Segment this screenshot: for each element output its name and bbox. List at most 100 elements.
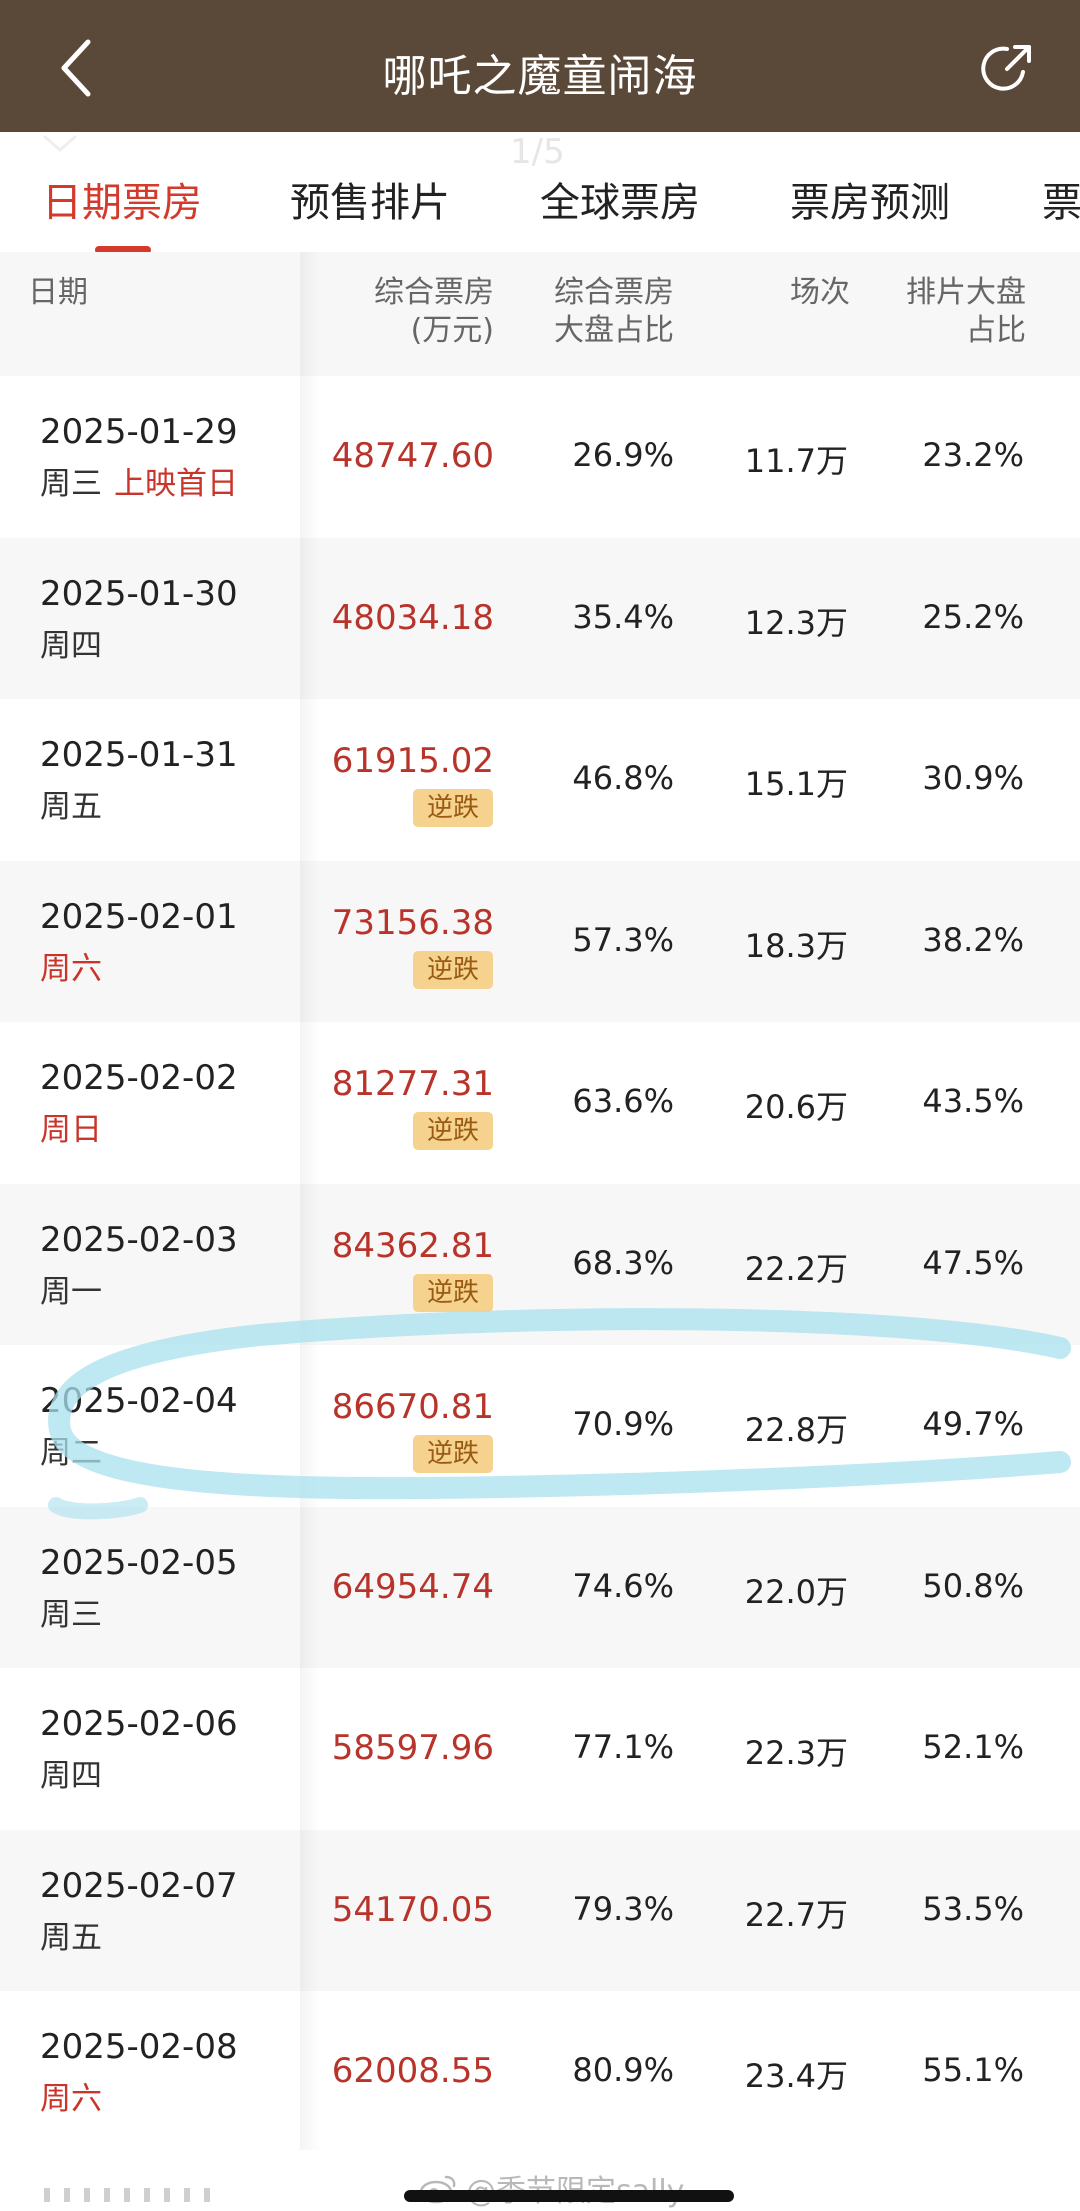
table-row[interactable]: 2025-02-06 周四 58597.96 77.1% 22.3万 52.1% bbox=[0, 1668, 1080, 1830]
table-row[interactable]: 2025-01-29 周三 上映首日 48747.60 26.9% 11.7万 23.2% bbox=[0, 376, 1080, 538]
row-weekday: 周五 bbox=[40, 789, 102, 825]
row-shows: 22.8万 bbox=[744, 1411, 848, 1449]
release-day-note: 上映首日 bbox=[114, 466, 238, 502]
active-tab-indicator bbox=[95, 246, 151, 252]
row-weekday: 周二 bbox=[40, 1435, 102, 1471]
date-cell: 2025-01-29 周三 上映首日 bbox=[0, 376, 300, 538]
table-row[interactable]: 2025-02-02 周日 81277.31 逆跌 63.6% 20.6万 43.5% bbox=[0, 1022, 1080, 1184]
row-box-office: 84362.81 bbox=[331, 1225, 494, 1266]
page-counter: 1/5 bbox=[510, 132, 565, 172]
row-box-share: 74.6% bbox=[572, 1566, 674, 1605]
row-box-office: 48747.60 bbox=[331, 436, 494, 476]
row-date: 2025-02-02 bbox=[40, 1058, 238, 1098]
reverse-rise-badge: 逆跌 bbox=[413, 950, 493, 989]
date-cell: 2025-01-31 周五 bbox=[0, 699, 300, 861]
row-weekday: 周三 上映首日 bbox=[40, 466, 238, 502]
row-date: 2025-02-07 bbox=[40, 1865, 238, 1906]
row-shows: 22.0万 bbox=[744, 1572, 848, 1611]
chevron-left-icon bbox=[61, 39, 91, 97]
table-row[interactable]: 2025-01-31 周五 61915.02 逆跌 46.8% 15.1万 30.9% bbox=[0, 699, 1080, 861]
row-box-office: 54170.05 bbox=[331, 1889, 494, 1930]
header-box-share: 综合票房 大盘占比 bbox=[554, 275, 674, 348]
row-box-share: 26.9% bbox=[572, 436, 674, 474]
date-cell: 2025-02-01 周六 bbox=[0, 860, 300, 1022]
page-title: 哪吒之魔童闹海 bbox=[382, 51, 698, 102]
tab-daily-box-office[interactable]: 日期票房 bbox=[42, 180, 202, 226]
row-box-share: 57.3% bbox=[572, 920, 674, 959]
tab-presale-schedule[interactable]: 预售排片 bbox=[290, 180, 450, 226]
partial-row-glyphs bbox=[44, 2188, 210, 2202]
date-cell: 2025-02-07 周五 bbox=[0, 1829, 300, 1991]
row-box-share: 68.3% bbox=[572, 1243, 674, 1282]
row-schedule-share: 25.2% bbox=[922, 597, 1024, 636]
date-cell: 2025-02-08 周六 bbox=[0, 1991, 300, 2153]
row-shows: 18.3万 bbox=[744, 926, 848, 965]
table-row[interactable]: 2025-02-07 周五 54170.05 79.3% 22.7万 53.5% bbox=[0, 1829, 1080, 1991]
table-row[interactable]: 2025-02-08 周六 62008.55 80.9% 23.4万 55.1% bbox=[0, 1991, 1080, 2153]
table-header: 日期 综合票房 (万元) 综合票房 大盘占比 场次 排片大盘 占比 bbox=[0, 252, 1080, 376]
row-schedule-share: 30.9% bbox=[922, 759, 1024, 797]
box-office-table[interactable]: 日期 综合票房 (万元) 综合票房 大盘占比 场次 排片大盘 占比 2025-0… bbox=[0, 252, 1080, 2211]
watermark: @季节限定sally bbox=[418, 2166, 684, 2210]
row-schedule-share: 47.5% bbox=[922, 1243, 1024, 1282]
row-date: 2025-02-04 bbox=[40, 1381, 238, 1421]
row-box-share: 63.6% bbox=[572, 1082, 674, 1120]
row-shows: 22.7万 bbox=[744, 1895, 848, 1934]
date-cell: 2025-01-30 周四 bbox=[0, 537, 300, 699]
row-shows: 23.4万 bbox=[744, 2057, 848, 2095]
tab-more[interactable]: 票 bbox=[1042, 180, 1080, 226]
table-row[interactable]: 2025-02-04 周二 86670.81 逆跌 70.9% 22.8万 49.7% bbox=[0, 1345, 1080, 1507]
row-date: 2025-02-03 bbox=[40, 1219, 238, 1260]
tab-box-office-forecast[interactable]: 票房预测 bbox=[790, 180, 950, 226]
row-box-share: 79.3% bbox=[572, 1889, 674, 1928]
row-box-office: 61915.02 bbox=[331, 741, 494, 781]
table-row[interactable]: 2025-01-30 周四 48034.18 35.4% 12.3万 25.2% bbox=[0, 537, 1080, 699]
app-header: 哪吒之魔童闹海 bbox=[0, 0, 1080, 132]
share-arrow-icon bbox=[981, 45, 1031, 91]
tab-global-box-office[interactable]: 全球票房 bbox=[540, 180, 700, 226]
header-schedule-share: 排片大盘 占比 bbox=[906, 275, 1026, 348]
row-box-office: 62008.55 bbox=[331, 2051, 494, 2091]
header-shows: 场次 bbox=[790, 275, 850, 310]
tab-bar: 1/5 日期票房 预售排片 全球票房 票房预测 票 bbox=[0, 132, 1080, 252]
table-row[interactable]: 2025-02-01 周六 73156.38 逆跌 57.3% 18.3万 38.2% bbox=[0, 860, 1080, 1022]
ghost-chevron-down-icon bbox=[43, 134, 77, 152]
row-schedule-share: 53.5% bbox=[922, 1889, 1024, 1928]
row-weekday: 周六 bbox=[40, 950, 102, 987]
share-button[interactable] bbox=[976, 38, 1038, 100]
row-date: 2025-01-30 bbox=[40, 573, 238, 614]
back-button[interactable] bbox=[48, 36, 104, 100]
date-cell: 2025-02-05 周三 bbox=[0, 1506, 300, 1668]
reverse-rise-badge: 逆跌 bbox=[413, 1435, 493, 1473]
row-schedule-share: 52.1% bbox=[922, 1728, 1024, 1766]
row-weekday: 周四 bbox=[40, 1758, 102, 1794]
row-date: 2025-02-05 bbox=[40, 1542, 238, 1583]
row-shows: 22.3万 bbox=[744, 1734, 848, 1772]
row-shows: 12.3万 bbox=[744, 603, 848, 642]
row-box-share: 46.8% bbox=[572, 759, 674, 797]
row-box-share: 77.1% bbox=[572, 1728, 674, 1766]
reverse-rise-badge: 逆跌 bbox=[413, 789, 493, 827]
row-shows: 15.1万 bbox=[744, 765, 848, 803]
date-cell: 2025-02-06 周四 bbox=[0, 1668, 300, 1830]
row-weekday: 周五 bbox=[40, 1919, 102, 1956]
reverse-rise-badge: 逆跌 bbox=[413, 1273, 493, 1312]
table-row[interactable]: 2025-02-03 周一 84362.81 逆跌 68.3% 22.2万 47.5% bbox=[0, 1183, 1080, 1345]
home-indicator[interactable] bbox=[404, 2190, 734, 2202]
row-weekday: 周三 bbox=[40, 1596, 102, 1633]
row-weekday: 周六 bbox=[40, 2081, 102, 2117]
row-box-share: 70.9% bbox=[572, 1405, 674, 1443]
table-row[interactable]: 2025-02-05 周三 64954.74 74.6% 22.0万 50.8% bbox=[0, 1506, 1080, 1668]
row-date: 2025-02-01 bbox=[40, 896, 238, 937]
row-box-office: 58597.96 bbox=[331, 1728, 494, 1768]
row-date: 2025-01-29 bbox=[40, 412, 238, 452]
header-box-office: 综合票房 (万元) bbox=[374, 275, 494, 348]
row-box-office: 73156.38 bbox=[331, 902, 494, 943]
row-shows: 20.6万 bbox=[744, 1088, 848, 1126]
row-box-share: 35.4% bbox=[572, 597, 674, 636]
row-date: 2025-02-06 bbox=[40, 1704, 238, 1744]
row-schedule-share: 43.5% bbox=[922, 1082, 1024, 1120]
header-date: 日期 bbox=[28, 275, 88, 310]
row-box-office: 48034.18 bbox=[331, 597, 494, 638]
row-weekday: 周一 bbox=[40, 1273, 102, 1310]
